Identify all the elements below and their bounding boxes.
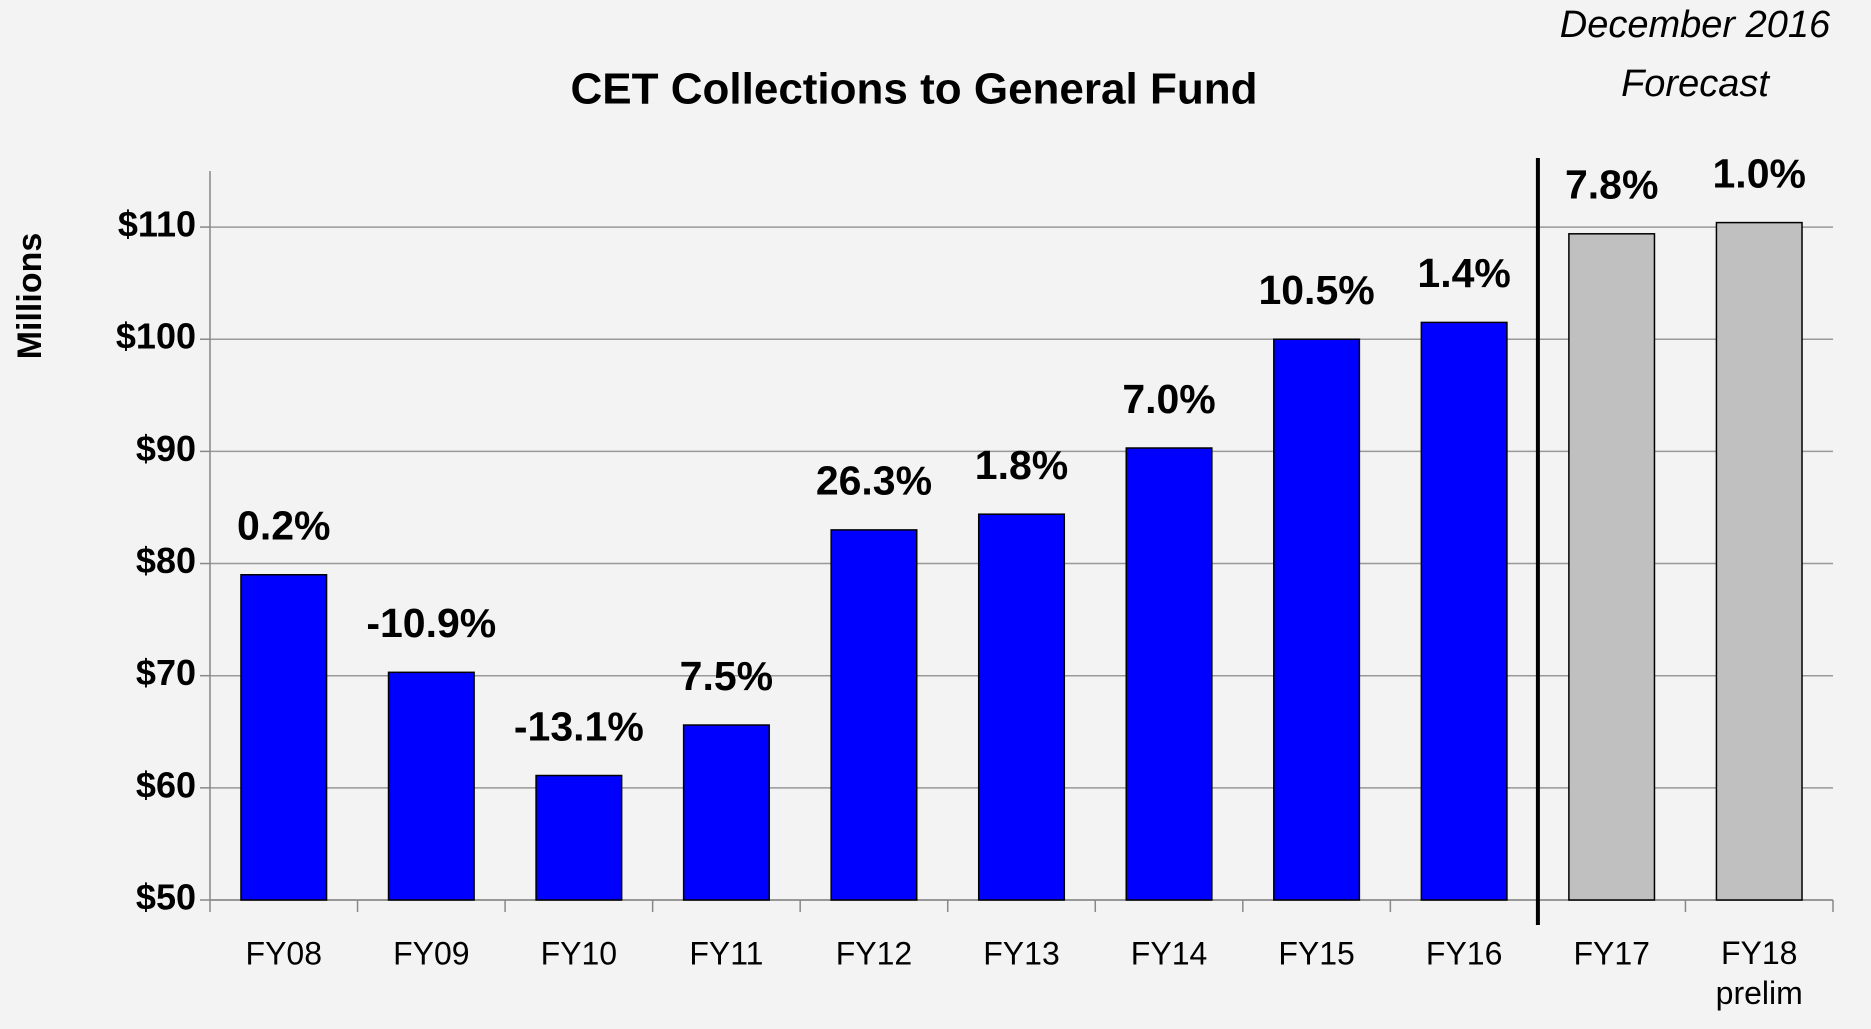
x-tick-label: FY11 bbox=[689, 935, 763, 971]
bar bbox=[240, 574, 328, 901]
x-tick-label: FY10 bbox=[541, 935, 617, 971]
y-tick-label: $80 bbox=[136, 540, 196, 581]
bar bbox=[1125, 447, 1213, 901]
bar bbox=[830, 529, 918, 901]
y-axis-label: Millions bbox=[11, 233, 49, 360]
data-label: 1.4% bbox=[1417, 250, 1510, 296]
x-tick-label: FY09 bbox=[393, 935, 469, 971]
data-label: 10.5% bbox=[1258, 267, 1374, 313]
x-tick-label: FY18 prelim bbox=[1716, 935, 1803, 1011]
y-tick-label: $70 bbox=[136, 652, 196, 693]
annotation: Forecast bbox=[1621, 63, 1770, 105]
y-tick-label: $60 bbox=[136, 764, 196, 805]
chart-title: CET Collections to General Fund bbox=[571, 65, 1258, 114]
y-tick-label: $50 bbox=[136, 877, 196, 918]
y-tick-label: $90 bbox=[136, 428, 196, 469]
y-tick-label: $100 bbox=[116, 316, 196, 357]
data-label: 7.5% bbox=[680, 653, 773, 699]
x-tick-label: FY13 bbox=[983, 935, 1059, 971]
x-tick-label: FY12 bbox=[836, 935, 912, 971]
bar bbox=[682, 724, 770, 901]
x-tick-label: FY14 bbox=[1131, 935, 1207, 971]
bar bbox=[977, 513, 1066, 901]
data-label: 1.0% bbox=[1713, 150, 1806, 196]
bar bbox=[1568, 233, 1656, 901]
data-label: 7.8% bbox=[1565, 162, 1658, 208]
bar bbox=[1715, 221, 1803, 901]
data-label: 1.8% bbox=[975, 442, 1068, 488]
y-tick-label: $110 bbox=[118, 204, 196, 245]
x-tick-label: FY17 bbox=[1573, 935, 1649, 971]
bar bbox=[535, 774, 623, 901]
x-tick-label: FY15 bbox=[1278, 935, 1354, 971]
bar bbox=[387, 671, 475, 901]
bar bbox=[1273, 338, 1361, 901]
x-tick-label: FY16 bbox=[1426, 935, 1502, 971]
data-label: -10.9% bbox=[366, 600, 496, 646]
annotation: December 2016 bbox=[1560, 4, 1831, 46]
data-label: 7.0% bbox=[1122, 376, 1215, 422]
data-label: -13.1% bbox=[514, 703, 644, 749]
data-label: 26.3% bbox=[816, 458, 932, 504]
data-label: 0.2% bbox=[237, 503, 330, 549]
bar bbox=[1420, 321, 1508, 901]
x-tick-label: FY08 bbox=[246, 935, 322, 971]
